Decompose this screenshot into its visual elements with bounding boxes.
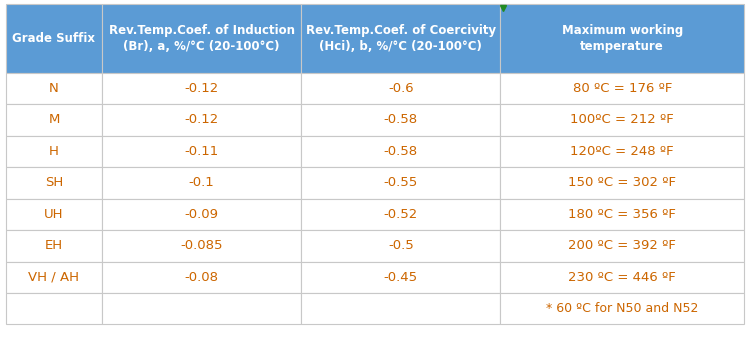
Text: -0.58: -0.58	[384, 145, 418, 158]
Text: 100ºC = 212 ºF: 100ºC = 212 ºF	[570, 114, 674, 127]
Bar	[6, 136, 102, 167]
Bar	[302, 136, 500, 167]
Text: 200 ºC = 392 ºF: 200 ºC = 392 ºF	[568, 239, 676, 252]
Bar	[102, 4, 302, 73]
Text: 80 ºC = 176 ºF: 80 ºC = 176 ºF	[572, 82, 672, 95]
Text: Maximum working
temperature: Maximum working temperature	[562, 24, 682, 53]
Bar	[6, 199, 102, 230]
Text: -0.5: -0.5	[388, 239, 414, 252]
Text: -0.09: -0.09	[184, 208, 218, 221]
Text: SH: SH	[45, 176, 63, 189]
Bar	[6, 230, 102, 262]
Text: -0.08: -0.08	[184, 271, 218, 284]
Bar	[302, 4, 500, 73]
Bar	[302, 262, 500, 293]
Bar	[302, 199, 500, 230]
Bar	[500, 73, 744, 104]
Bar	[500, 136, 744, 167]
Bar	[500, 4, 744, 73]
Text: 180 ºC = 356 ºF: 180 ºC = 356 ºF	[568, 208, 676, 221]
Bar	[6, 262, 102, 293]
Bar	[102, 293, 302, 324]
Bar	[500, 167, 744, 199]
Bar	[302, 230, 500, 262]
Text: -0.12: -0.12	[184, 114, 219, 127]
Text: M: M	[48, 114, 60, 127]
Text: VH / AH: VH / AH	[28, 271, 80, 284]
Text: Rev.Temp.Coef. of Coercivity
(Hci), b, %/°C (20-100°C): Rev.Temp.Coef. of Coercivity (Hci), b, %…	[306, 24, 496, 53]
Text: Rev.Temp.Coef. of Induction
(Br), a, %/°C (20-100°C): Rev.Temp.Coef. of Induction (Br), a, %/°…	[109, 24, 295, 53]
Text: -0.55: -0.55	[384, 176, 418, 189]
Text: -0.45: -0.45	[384, 271, 418, 284]
Bar	[500, 104, 744, 136]
Text: 230 ºC = 446 ºF: 230 ºC = 446 ºF	[568, 271, 676, 284]
Text: -0.1: -0.1	[189, 176, 214, 189]
Bar	[302, 293, 500, 324]
Bar	[302, 73, 500, 104]
Bar	[500, 293, 744, 324]
Text: -0.6: -0.6	[388, 82, 414, 95]
Text: Grade Suffix: Grade Suffix	[13, 32, 95, 45]
Bar	[102, 199, 302, 230]
Bar	[500, 262, 744, 293]
Text: 150 ºC = 302 ºF: 150 ºC = 302 ºF	[568, 176, 676, 189]
Text: H: H	[49, 145, 59, 158]
Bar	[102, 73, 302, 104]
Text: UH: UH	[44, 208, 64, 221]
Text: EH: EH	[45, 239, 63, 252]
Text: 120ºC = 248 ºF: 120ºC = 248 ºF	[571, 145, 674, 158]
Bar	[500, 199, 744, 230]
Bar	[102, 136, 302, 167]
Bar	[102, 230, 302, 262]
Text: N: N	[49, 82, 58, 95]
Bar	[500, 230, 744, 262]
Bar	[6, 293, 102, 324]
Bar	[6, 104, 102, 136]
Text: -0.58: -0.58	[384, 114, 418, 127]
Bar	[102, 262, 302, 293]
Text: -0.12: -0.12	[184, 82, 219, 95]
Bar	[102, 104, 302, 136]
Bar	[302, 167, 500, 199]
Text: -0.085: -0.085	[180, 239, 223, 252]
Text: * 60 ºC for N50 and N52: * 60 ºC for N50 and N52	[546, 302, 698, 315]
Bar	[302, 104, 500, 136]
Bar	[6, 167, 102, 199]
Text: -0.52: -0.52	[384, 208, 418, 221]
Bar	[6, 73, 102, 104]
Bar	[6, 4, 102, 73]
Text: -0.11: -0.11	[184, 145, 219, 158]
Bar	[102, 167, 302, 199]
